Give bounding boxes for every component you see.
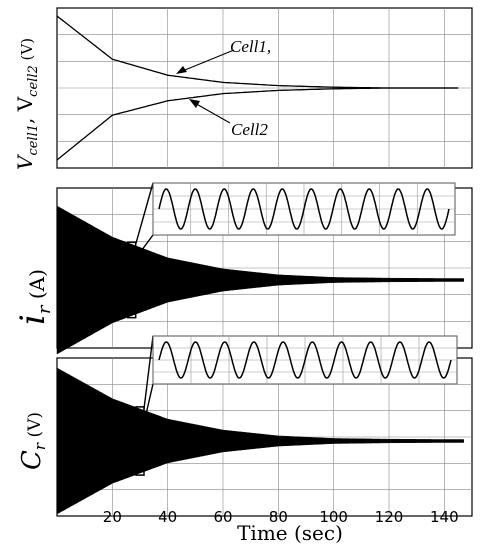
series-ir-envelope <box>56 205 464 355</box>
annotation-cell2: Cell2 <box>231 120 268 139</box>
x-tick-label-60: 60 <box>213 508 232 526</box>
inset-waveform <box>158 341 452 379</box>
panel-capacitor-inset <box>152 335 458 385</box>
annotation-cell1: Cell1, <box>230 37 271 56</box>
x-tick-label-40: 40 <box>158 508 177 526</box>
panel-capacitor-ylabel: Cr (V) <box>17 412 49 470</box>
panel-current-zoom-marker <box>126 241 137 319</box>
annotation-cell1-arrow <box>179 49 235 73</box>
panel-current-zoom-connectors <box>135 182 154 259</box>
x-tick-label-100: 100 <box>319 508 348 526</box>
panel-capacitor-zoom-marker <box>135 406 145 476</box>
annotation-cell1-arrowhead <box>176 66 187 74</box>
panel-current-ylabel: ir (A) <box>13 269 55 325</box>
x-tick-label-20: 20 <box>103 508 122 526</box>
x-tick-label-120: 120 <box>375 508 404 526</box>
annotation-cell2-arrowhead <box>189 99 200 108</box>
panel-capacitor: Cr (V) <box>17 335 473 517</box>
panel-voltage: Cell1, Cell2 Vcell1, Vcell2 (V) <box>13 7 473 170</box>
panel-capacitor-zoom-connectors <box>143 335 154 424</box>
x-tick-label-140: 140 <box>430 508 459 526</box>
x-axis-label: Time (sec) <box>237 521 343 545</box>
series-cr-envelope <box>56 367 464 515</box>
x-axis: 20 40 60 80 100 120 140 <box>103 508 459 526</box>
x-tick-label-80: 80 <box>269 508 288 526</box>
annotation-cell2-arrow <box>192 101 231 124</box>
series-cell2-line <box>56 87 459 161</box>
inset-waveform <box>158 188 450 230</box>
panel-voltage-ylabel: Vcell1, Vcell2 (V) <box>13 38 41 170</box>
panel-current-inset <box>152 182 456 236</box>
panel-current: ir (A) <box>13 182 473 355</box>
